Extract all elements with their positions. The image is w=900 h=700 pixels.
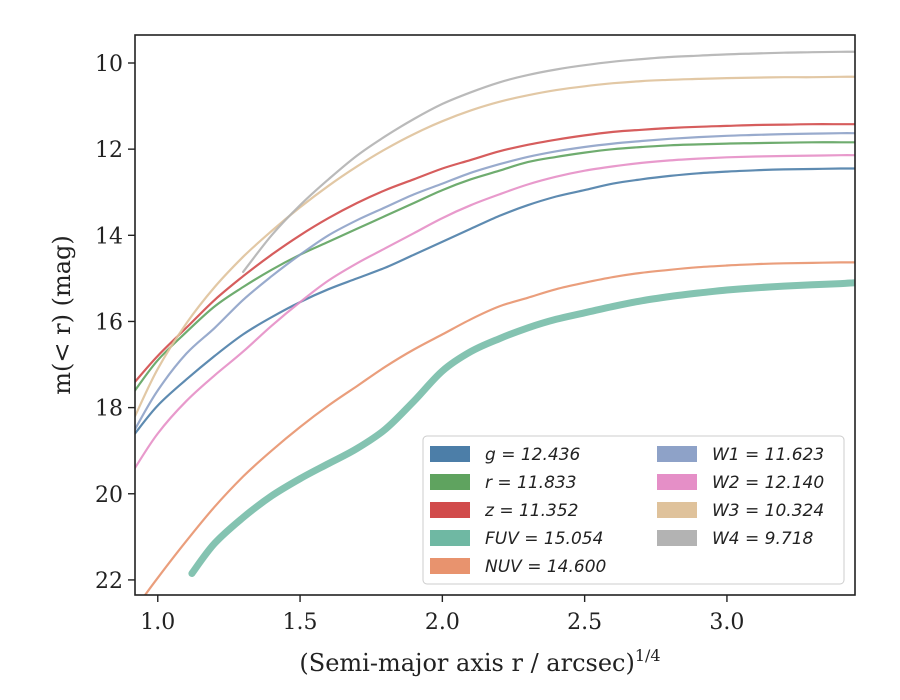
legend-box	[422, 435, 845, 585]
x-tick-label: 1.5	[283, 610, 318, 635]
y-tick-label: 20	[95, 483, 123, 508]
series-curves	[135, 50, 855, 595]
legend-entry-label: z = 11.352	[484, 501, 578, 521]
x-axis-ticks: 1.0 1.5 2.0 2.5 3.0	[140, 595, 744, 635]
legend-swatch	[657, 474, 697, 490]
plot-frame	[134, 34, 856, 596]
legend-swatch	[657, 530, 697, 546]
series-curve-8	[242, 50, 855, 273]
y-tick-label: 16	[95, 310, 123, 335]
legend-swatch	[430, 474, 470, 490]
legend-entry-label: FUV = 15.054	[485, 529, 603, 549]
series-curve-6	[135, 154, 855, 469]
y-tick-label: 14	[95, 224, 123, 249]
y-tick-label: 18	[95, 397, 123, 422]
x-tick-label: 1.0	[140, 610, 175, 635]
legend-entry-label: W3 = 10.324	[712, 501, 824, 521]
legend-entry-label: r = 11.833	[485, 473, 577, 493]
x-tick-label: 2.0	[425, 610, 460, 635]
series-curve-2	[135, 123, 855, 383]
series-curve-3	[188, 279, 855, 577]
series-curve-0	[135, 167, 855, 435]
series-curve-4	[143, 261, 855, 595]
y-tick-label: 12	[95, 138, 123, 163]
y-tick-label: 22	[95, 569, 123, 594]
series-curve-7	[135, 75, 855, 418]
legend-swatch	[657, 446, 697, 462]
x-tick-label: 2.5	[567, 610, 602, 635]
legend-swatch	[430, 446, 470, 462]
legend: g = 12.436 r = 11.833 z = 11.352 FUV = 15.0…	[422, 435, 845, 585]
legend-swatch	[430, 558, 470, 574]
x-axis-title: (Semi-major axis r / arcsec)1/4	[299, 646, 660, 677]
x-axis-title-superscript: 1/4	[635, 646, 661, 665]
y-axis-title: m(< r) (mag)	[48, 235, 76, 394]
series-curve-1	[135, 141, 855, 392]
legend-entry-label: W1 = 11.623	[712, 445, 824, 465]
legend-swatch	[430, 502, 470, 518]
x-tick-label: 3.0	[709, 610, 744, 635]
legend-entry-label: W4 = 9.718	[712, 529, 814, 549]
legend-swatch	[657, 502, 697, 518]
y-tick-label: 10	[95, 52, 123, 77]
legend-swatch	[430, 530, 470, 546]
legend-entry-label: NUV = 14.600	[485, 557, 606, 577]
y-axis-ticks: 10 12 14 16 18 20 22	[95, 52, 135, 594]
legend-entry-label: g = 12.436	[485, 445, 581, 465]
legend-entry-label: W2 = 12.140	[712, 473, 824, 493]
series-curve-5	[135, 132, 855, 431]
